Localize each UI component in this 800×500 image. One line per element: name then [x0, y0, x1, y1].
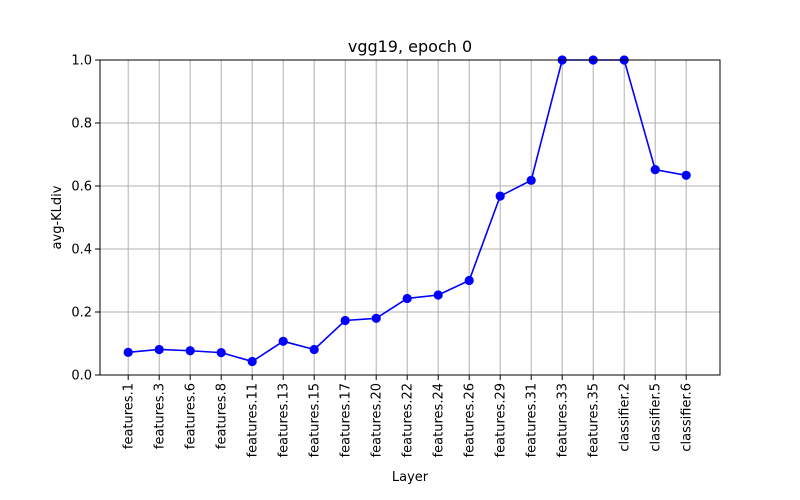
x-tick-label: features.13 — [277, 383, 292, 457]
data-point — [123, 347, 133, 357]
y-tick-label: 0.2 — [71, 306, 92, 321]
plot-frame — [99, 59, 721, 376]
x-tick-label: features.11 — [246, 383, 261, 457]
x-tick-label: features.20 — [370, 383, 385, 457]
x-tick-label: features.31 — [525, 383, 540, 457]
y-tick-label: 1.0 — [71, 54, 92, 69]
y-axis: 0.0 0.2 0.4 0.6 0.8 1.0 — [71, 54, 100, 384]
data-point — [185, 346, 195, 356]
x-axis: features.1 features.3 features.6 features.8… — [122, 375, 695, 457]
data-point — [371, 313, 381, 323]
x-tick-label: features.15 — [308, 383, 323, 457]
y-tick-label: 0.0 — [71, 369, 92, 384]
x-tick-label: features.1 — [122, 383, 137, 449]
data-point — [216, 348, 226, 358]
data-point — [681, 170, 691, 180]
x-tick-label: features.3 — [153, 383, 168, 449]
data-point — [154, 344, 164, 355]
grid — [100, 59, 720, 376]
x-tick-label: features.29 — [494, 383, 509, 457]
chart-title: vgg19, epoch 0 — [348, 37, 472, 56]
x-tick-label: features.6 — [184, 383, 199, 449]
y-tick-label: 0.8 — [71, 117, 92, 132]
data-point — [464, 275, 474, 286]
x-tick-label: features.24 — [432, 383, 447, 457]
data-point — [526, 175, 536, 185]
x-tick-label: classifier.6 — [680, 383, 695, 452]
data-point — [650, 165, 660, 175]
x-tick-label: classifier.2 — [618, 383, 633, 452]
x-tick-label: features.22 — [401, 383, 416, 457]
data-point — [340, 315, 350, 326]
data-point — [402, 293, 412, 304]
y-tick-label: 0.4 — [71, 243, 92, 258]
data-point — [495, 191, 505, 201]
y-tick-label: 0.6 — [71, 180, 92, 195]
x-tick-label: features.35 — [587, 383, 602, 457]
x-tick-label: features.26 — [463, 383, 478, 457]
x-tick-label: features.17 — [339, 383, 354, 457]
x-tick-label: features.33 — [556, 383, 571, 457]
y-axis-label: avg-KLdiv — [50, 185, 65, 249]
data-point — [278, 336, 288, 346]
data-point — [433, 290, 443, 300]
x-axis-label: Layer — [392, 470, 429, 485]
x-tick-label: classifier.5 — [649, 383, 664, 452]
data-point — [247, 356, 257, 367]
data-point — [309, 344, 319, 355]
x-tick-label: features.8 — [215, 383, 230, 449]
